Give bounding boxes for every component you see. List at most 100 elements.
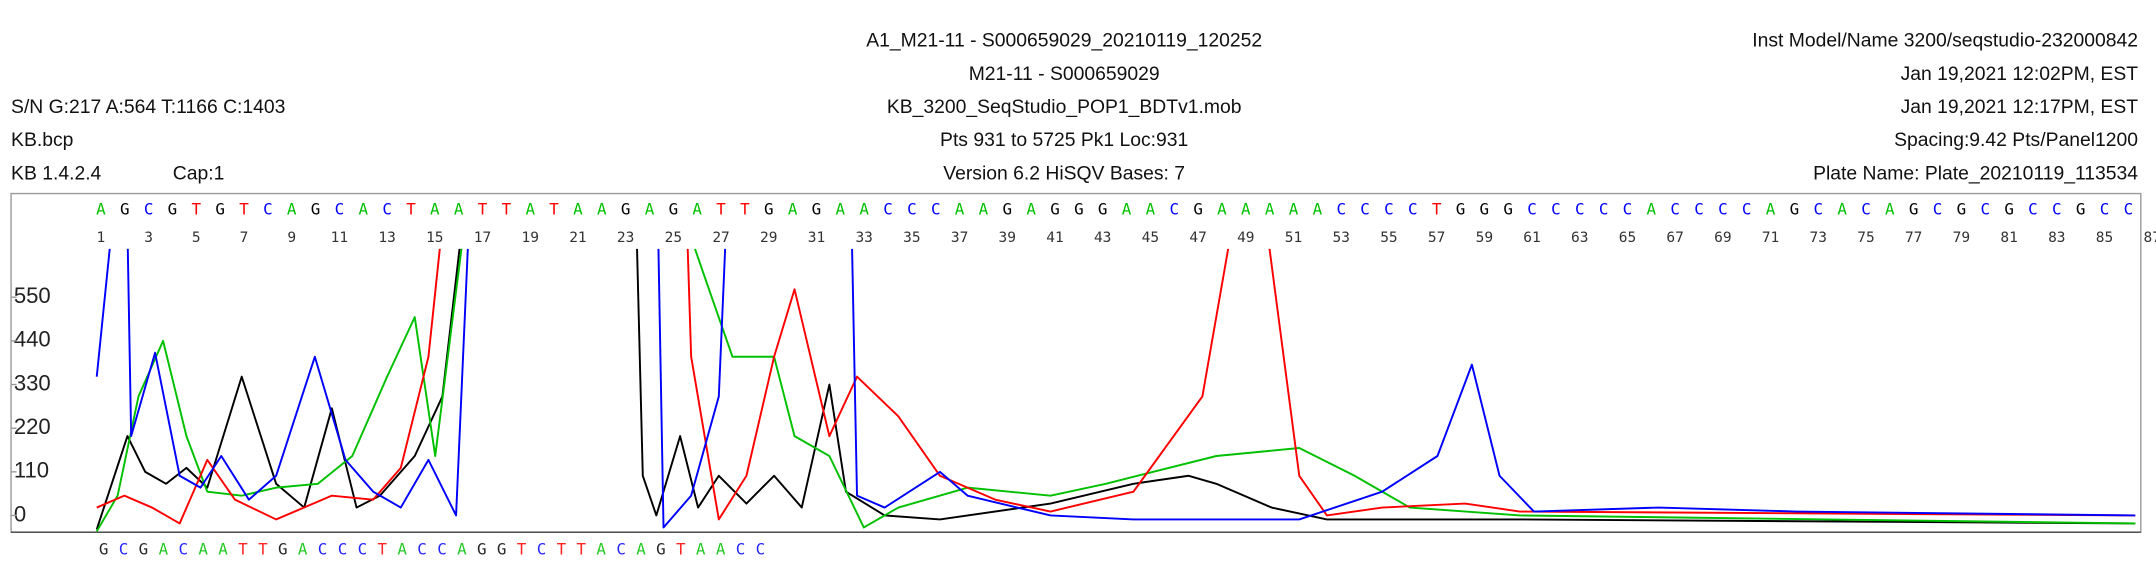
base-call: A [1026, 200, 1036, 219]
lower-base: T [238, 540, 248, 559]
base-number: 83 [2048, 230, 2065, 246]
base-number: 45 [1142, 230, 1159, 246]
base-call: C [1861, 200, 1871, 219]
lower-base: A [198, 540, 208, 559]
lower-base: G [139, 540, 149, 559]
base-call: A [1146, 200, 1156, 219]
base-call: G [1074, 200, 1084, 219]
header-right: Spacing:9.42 Pts/Panel1200 [1894, 129, 2138, 151]
base-call: A [430, 200, 440, 219]
base-call: G [168, 200, 178, 219]
base-call: A [1837, 200, 1847, 219]
base-number: 41 [1046, 230, 1063, 246]
base-number: 19 [522, 230, 539, 246]
base-call: C [1551, 200, 1561, 219]
base-number: 75 [1857, 230, 1874, 246]
base-call: T [478, 200, 488, 219]
base-call: A [1241, 200, 1251, 219]
base-call: G [1909, 200, 1919, 219]
base-number: 57 [1428, 230, 1445, 246]
y-tick-label: 110 [14, 458, 49, 483]
base-call: G [764, 200, 774, 219]
base-number: 5 [192, 230, 201, 246]
base-number: 73 [1810, 230, 1827, 246]
lower-base: T [577, 540, 587, 559]
base-call: C [335, 200, 345, 219]
lower-base: A [457, 540, 467, 559]
lower-base: A [397, 540, 407, 559]
base-number: 21 [569, 230, 586, 246]
base-call: G [1193, 200, 1203, 219]
base-call: A [525, 200, 535, 219]
base-number: 87 [2143, 230, 2156, 246]
base-call: A [96, 200, 106, 219]
base-call: A [1647, 200, 1657, 219]
base-number: 7 [240, 230, 249, 246]
lower-base: C [358, 540, 368, 559]
lower-base: C [437, 540, 447, 559]
header-center: M21-11 - S000659029 [969, 63, 1160, 85]
trace [95, 248, 2136, 529]
lower-base: T [557, 540, 567, 559]
lower-base: C [119, 540, 129, 559]
lower-base: T [676, 540, 686, 559]
base-call: G [1503, 200, 1513, 219]
base-call: T [502, 200, 512, 219]
lower-base: C [338, 540, 348, 559]
base-number: 55 [1380, 230, 1397, 246]
base-number: 63 [1571, 230, 1588, 246]
base-call: A [1766, 200, 1776, 219]
lower-base: G [656, 540, 666, 559]
base-call: T [716, 200, 726, 219]
base-call: C [1169, 200, 1179, 219]
base-call: A [1122, 200, 1132, 219]
header-right: Jan 19,2021 12:02PM, EST [1901, 63, 2139, 85]
base-call: C [1742, 200, 1752, 219]
base-call: G [2004, 200, 2014, 219]
y-tick-label: 330 [14, 370, 51, 395]
base-call: G [215, 200, 225, 219]
base-number: 11 [331, 230, 348, 246]
lower-base: C [537, 540, 547, 559]
base-call: A [1289, 200, 1299, 219]
base-call: C [1384, 200, 1394, 219]
base-call: A [955, 200, 965, 219]
base-call: C [1718, 200, 1728, 219]
lower-base: G [278, 540, 288, 559]
base-number: 39 [999, 230, 1016, 246]
base-number: 25 [665, 230, 682, 246]
base-call: A [454, 200, 464, 219]
base-number: 49 [1237, 230, 1254, 246]
traces [95, 248, 2136, 532]
base-call: G [2076, 200, 2086, 219]
base-call: C [907, 200, 917, 219]
lower-base: A [636, 540, 646, 559]
base-call: C [2052, 200, 2062, 219]
base-number: 85 [2096, 230, 2113, 246]
base-call: G [1957, 200, 1967, 219]
base-number: 79 [1953, 230, 1970, 246]
base-call: A [788, 200, 798, 219]
base-number: 23 [617, 230, 634, 246]
header-center: A1_M21-11 - S000659029_20210119_120252 [866, 30, 1262, 52]
header-right: Plate Name: Plate_20210119_113534 [1813, 162, 2138, 184]
header-center: KB_3200_SeqStudio_POP1_BDTv1.mob [887, 96, 1242, 118]
base-number: 27 [712, 230, 729, 246]
lower-base: T [517, 540, 527, 559]
base-call: A [979, 200, 989, 219]
header-left: S/N G:217 A:564 T:1166 C:1403 [11, 96, 285, 118]
lower-base: C [417, 540, 427, 559]
base-number: 65 [1619, 230, 1636, 246]
base-call: G [812, 200, 822, 219]
header-center: Pts 931 to 5725 Pk1 Loc:931 [940, 129, 1188, 151]
base-call: A [836, 200, 846, 219]
trace [96, 248, 2136, 525]
trace [95, 248, 2136, 532]
base-number: 3 [144, 230, 153, 246]
base-number: 17 [474, 230, 491, 246]
base-call: T [1432, 200, 1442, 219]
base-number: 1 [97, 230, 106, 246]
base-number: 51 [1285, 230, 1302, 246]
header-center: Version 6.2 HiSQV Bases: 7 [943, 162, 1185, 184]
base-call: C [144, 200, 154, 219]
